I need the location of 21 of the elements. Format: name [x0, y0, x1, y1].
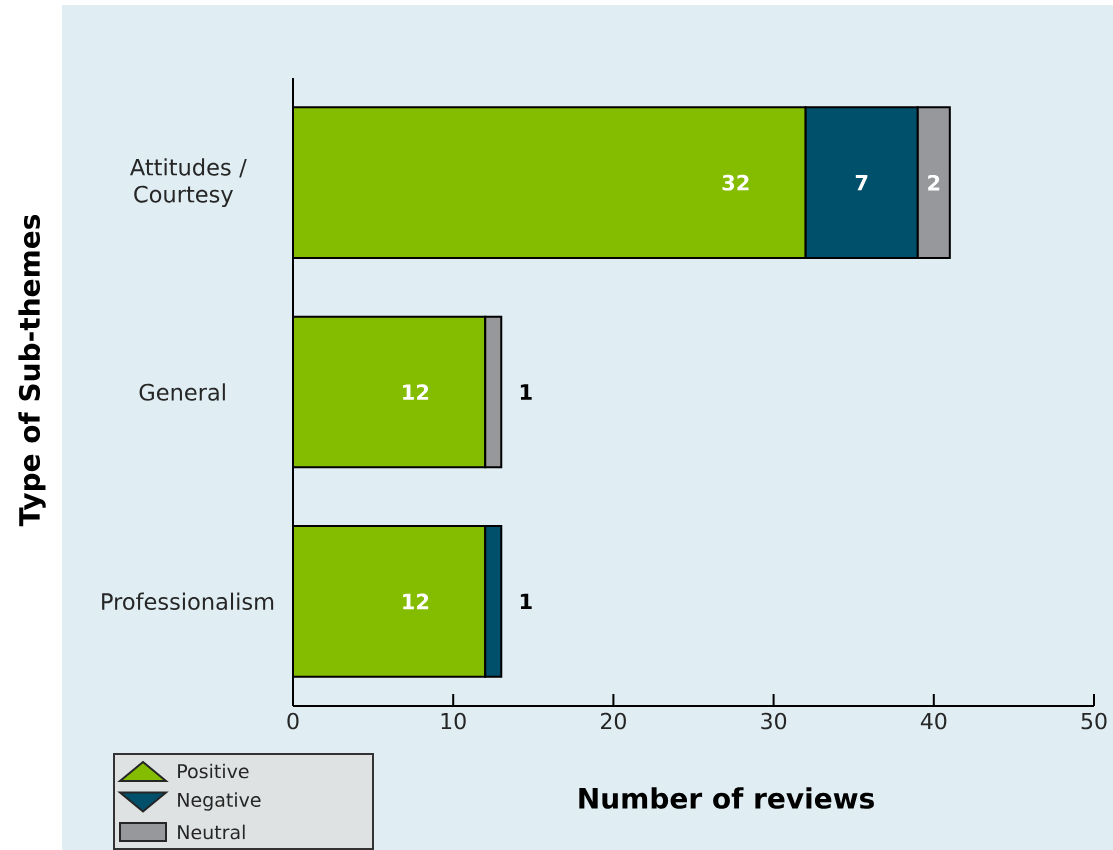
x-tick-label: 50: [1081, 712, 1107, 730]
y-tick-label: General: [139, 383, 225, 401]
x-tick-label: 0: [287, 712, 299, 730]
legend-label: Positive: [178, 763, 249, 779]
data-label: 1: [520, 384, 532, 400]
data-label: 12: [403, 384, 429, 400]
x-tick-label: 30: [761, 712, 787, 730]
data-label: 2: [928, 174, 940, 191]
x-axis-title: Number of reviews: [579, 787, 874, 809]
y-tick-label: Professionalism: [102, 592, 274, 611]
x-tick-label: 20: [601, 712, 626, 730]
data-label: 12: [403, 593, 429, 610]
data-label: 7: [855, 175, 868, 191]
x-tick-label: 40: [920, 712, 947, 730]
data-label: 1: [520, 593, 532, 609]
x-tick-label: 10: [441, 712, 466, 730]
y-tick-label: Attitudes / Courtesy: [130, 158, 247, 208]
y-axis-title: Type of Sub-themes: [18, 214, 46, 527]
legend-label: Neutral: [178, 824, 245, 840]
data-label: 32: [722, 174, 749, 191]
legend-label: Negative: [178, 792, 261, 811]
